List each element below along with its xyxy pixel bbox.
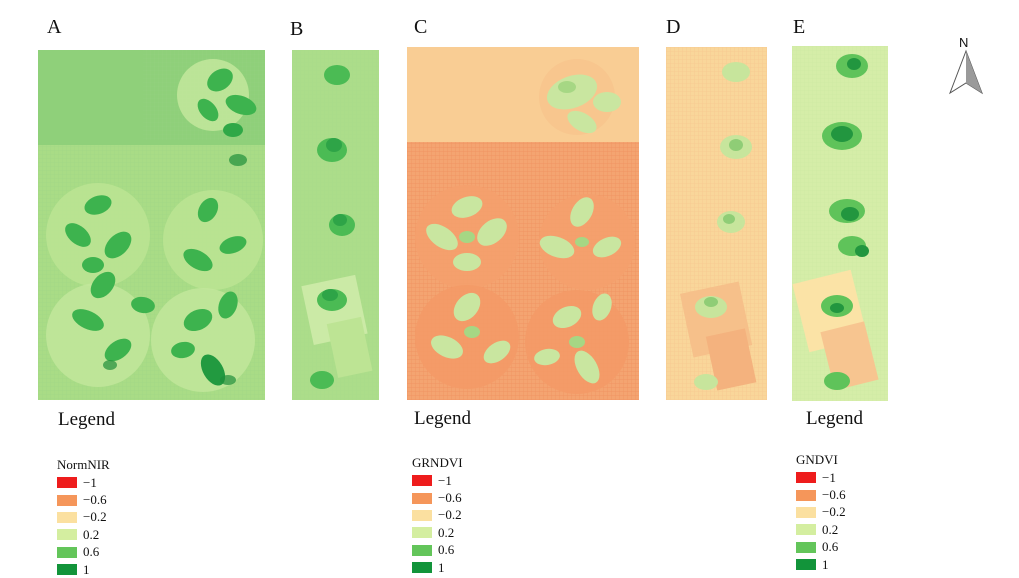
legend-heading-normnir: Legend [58, 409, 115, 430]
panel-label-b: B [290, 18, 304, 40]
legend-label: 0.6 [438, 542, 455, 558]
legend-label: −1 [438, 472, 452, 488]
north-label: N [959, 35, 969, 50]
legend-label: 1 [438, 559, 445, 575]
gndvi-strip-map [792, 46, 888, 401]
legend-label: −0.2 [822, 504, 846, 520]
legend-label: 0.2 [83, 526, 100, 542]
legend-row: 1 [57, 561, 110, 578]
legend-label: −1 [822, 469, 836, 485]
legend-row: 0.6 [412, 542, 463, 559]
legend-label: −0.2 [438, 507, 462, 523]
panel-label-a: A [47, 16, 62, 38]
normnir-map [38, 50, 265, 400]
legend-row: −0.6 [796, 486, 846, 503]
legend-swatch [412, 475, 432, 487]
legend-swatch [412, 509, 432, 521]
legend-row: −0.2 [412, 507, 463, 524]
legend-row: −0.2 [57, 509, 110, 526]
panel-label-e: E [793, 16, 806, 38]
legend-swatch [412, 544, 432, 556]
legend-swatch [796, 559, 816, 571]
legend-label: 1 [822, 556, 829, 572]
legend-row: −0.6 [57, 491, 110, 508]
legend-variable-name: NormNIR [57, 457, 110, 472]
legend-grndvi: GRNDVI −1 −0.6 −0.2 0.2 0.6 1 [412, 455, 463, 576]
panel-a-image [38, 50, 265, 400]
legend-label: −0.6 [822, 487, 846, 503]
normnir-strip-map [292, 50, 379, 400]
legend-row: 1 [412, 559, 463, 576]
north-arrow-icon [949, 49, 983, 95]
legend-swatch [796, 541, 816, 553]
legend-variable-name: GNDVI [796, 452, 838, 467]
legend-swatch [57, 546, 77, 558]
legend-normnir: NormNIR −1 −0.6 −0.2 0.2 0.6 1 [57, 457, 110, 578]
legend-label: 0.2 [438, 524, 455, 540]
grndvi-strip-map [666, 47, 767, 400]
legend-gndvi: GNDVI −1 −0.6 −0.2 0.2 0.6 1 [796, 452, 846, 573]
legend-swatch [796, 524, 816, 536]
legend-row: −0.6 [412, 489, 463, 506]
grndvi-map [407, 47, 639, 400]
legend-label: −0.6 [438, 490, 462, 506]
legend-variable-name: GRNDVI [412, 455, 463, 470]
legend-swatch [57, 477, 77, 489]
legend-swatch [412, 527, 432, 539]
legend-heading-grndvi: Legend [414, 408, 471, 429]
legend-label: 0.6 [822, 539, 839, 555]
panel-label-d: D [666, 16, 681, 38]
panel-c-image [407, 47, 639, 400]
legend-row: 0.2 [57, 526, 110, 543]
legend-swatch [796, 472, 816, 484]
panel-b-image [292, 50, 379, 400]
legend-label: −0.6 [83, 492, 107, 508]
legend-swatch [796, 489, 816, 501]
legend-swatch [57, 494, 77, 506]
panel-d-image [666, 47, 767, 400]
legend-swatch [412, 562, 432, 574]
legend-swatch [57, 529, 77, 541]
legend-swatch [412, 492, 432, 504]
legend-label: 0.6 [83, 544, 100, 560]
panel-label-c: C [414, 16, 428, 38]
legend-label: 0.2 [822, 521, 839, 537]
legend-swatch [57, 564, 77, 576]
legend-swatch [57, 511, 77, 523]
legend-label: 1 [83, 561, 90, 577]
north-arrow: N [946, 36, 986, 98]
legend-row: −0.2 [796, 504, 846, 521]
legend-row: 1 [796, 556, 846, 573]
legend-swatch [796, 506, 816, 518]
panel-e-image [792, 46, 888, 401]
legend-row: 0.2 [796, 521, 846, 538]
legend-row: 0.6 [796, 539, 846, 556]
legend-row: −1 [412, 472, 463, 489]
legend-heading-gndvi: Legend [806, 408, 863, 429]
legend-label: −0.2 [83, 509, 107, 525]
legend-label: −1 [83, 474, 97, 490]
legend-row: 0.6 [57, 544, 110, 561]
legend-row: −1 [796, 469, 846, 486]
legend-row: 0.2 [412, 524, 463, 541]
legend-row: −1 [57, 474, 110, 491]
